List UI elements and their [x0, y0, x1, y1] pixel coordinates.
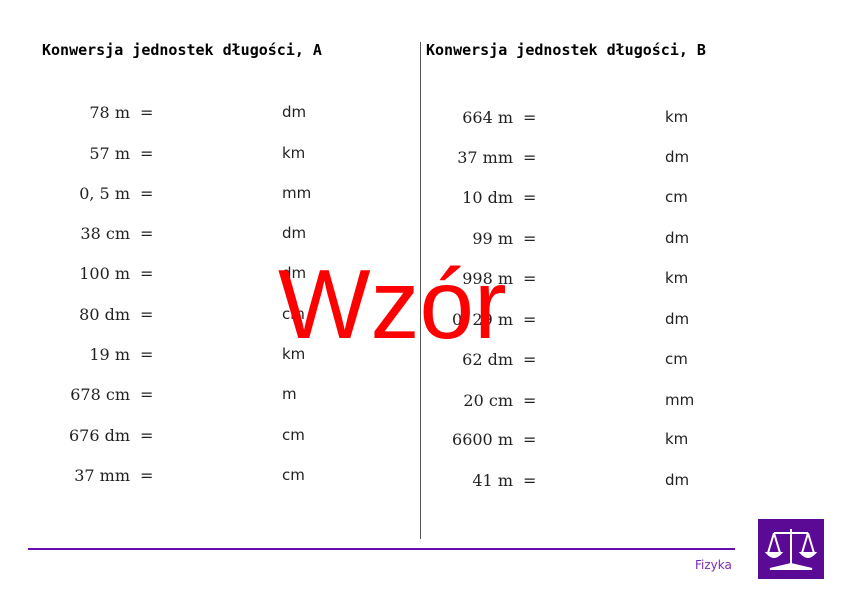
section-a-title: Konwersja jednostek długości, A: [42, 41, 322, 59]
target-unit: cm: [282, 466, 305, 484]
equals-sign: =: [140, 305, 154, 324]
target-unit: m: [282, 385, 297, 403]
source-value: 37 mm: [457, 148, 513, 167]
target-unit: dm: [665, 471, 690, 489]
conversion-row: 41 m = dm: [0, 471, 842, 491]
target-unit: cm: [665, 350, 688, 368]
equals-sign: =: [140, 466, 154, 485]
equals-sign: =: [523, 108, 537, 127]
equals-sign: =: [140, 385, 154, 404]
source-value: 38 cm: [80, 224, 130, 243]
target-unit: mm: [665, 391, 695, 409]
source-value: 41 m: [472, 471, 513, 490]
conversion-row: 19 m = km: [0, 345, 842, 365]
target-unit: dm: [665, 310, 690, 328]
conversion-row: 38 cm = dm: [0, 224, 842, 244]
target-unit: cm: [282, 305, 305, 323]
target-unit: dm: [282, 103, 307, 121]
section-b-title: Konwersja jednostek długości, B: [426, 41, 706, 59]
conversion-row: 998 m = km: [0, 269, 842, 289]
equals-sign: =: [523, 188, 537, 207]
source-value: 678 cm: [70, 385, 130, 404]
equals-sign: =: [140, 345, 154, 364]
footer-rule: [28, 548, 735, 550]
conversion-row: 78 m = dm: [0, 103, 842, 123]
source-value: 62 dm: [462, 350, 513, 369]
target-unit: km: [665, 430, 689, 448]
conversion-row: 0, 29 m = dm: [0, 310, 842, 330]
column-divider: [420, 42, 421, 539]
target-unit: km: [282, 144, 306, 162]
source-value: 78 m: [89, 103, 130, 122]
source-value: 37 mm: [74, 466, 130, 485]
source-value: 998 m: [462, 269, 513, 288]
source-value: 57 m: [89, 144, 130, 163]
equals-sign: =: [140, 144, 154, 163]
source-value: 676 dm: [68, 426, 130, 445]
equals-sign: =: [140, 426, 154, 445]
conversion-row: 664 m = km: [0, 108, 842, 128]
target-unit: cm: [665, 188, 688, 206]
conversion-row: 37 mm = cm: [0, 466, 842, 486]
source-value: 0, 5 m: [79, 184, 130, 203]
source-value: 664 m: [462, 108, 513, 127]
conversion-row: 80 dm = cm: [0, 305, 842, 325]
equals-sign: =: [523, 430, 537, 449]
conversion-row: 10 dm = cm: [0, 188, 842, 208]
equals-sign: =: [523, 229, 537, 248]
target-unit: cm: [282, 426, 305, 444]
equals-sign: =: [140, 103, 154, 122]
conversion-row: 57 m = km: [0, 144, 842, 164]
conversion-row: 678 cm = m: [0, 385, 842, 405]
target-unit: dm: [665, 229, 690, 247]
equals-sign: =: [523, 350, 537, 369]
equals-sign: =: [140, 224, 154, 243]
conversion-row: 62 dm = cm: [0, 350, 842, 370]
source-value: 80 dm: [79, 305, 130, 324]
conversion-row: 37 mm = dm: [0, 148, 842, 168]
conversion-row: 676 dm = cm: [0, 426, 842, 446]
source-value: 0, 29 m: [452, 310, 513, 329]
conversion-row: 100 m = dm: [0, 264, 842, 284]
source-value: 99 m: [472, 229, 513, 248]
source-value: 100 m: [79, 264, 130, 283]
equals-sign: =: [140, 184, 154, 203]
target-unit: km: [665, 108, 689, 126]
conversion-row: 6600 m = km: [0, 430, 842, 450]
target-unit: dm: [282, 224, 307, 242]
equals-sign: =: [523, 471, 537, 490]
conversion-row: 0, 5 m = mm: [0, 184, 842, 204]
target-unit: km: [282, 345, 306, 363]
source-value: 10 dm: [462, 188, 513, 207]
equals-sign: =: [523, 269, 537, 288]
target-unit: dm: [282, 264, 307, 282]
source-value: 6600 m: [452, 430, 513, 449]
conversion-row: 20 cm = mm: [0, 391, 842, 411]
subject-label: Fizyka: [695, 558, 732, 572]
target-unit: km: [665, 269, 689, 287]
equals-sign: =: [523, 391, 537, 410]
target-unit: mm: [282, 184, 312, 202]
source-value: 19 m: [89, 345, 130, 364]
equals-sign: =: [140, 264, 154, 283]
equals-sign: =: [523, 310, 537, 329]
scales-logo-icon: [758, 519, 824, 579]
target-unit: dm: [665, 148, 690, 166]
source-value: 20 cm: [463, 391, 513, 410]
conversion-row: 99 m = dm: [0, 229, 842, 249]
watermark: Wzór: [278, 249, 507, 359]
equals-sign: =: [523, 148, 537, 167]
